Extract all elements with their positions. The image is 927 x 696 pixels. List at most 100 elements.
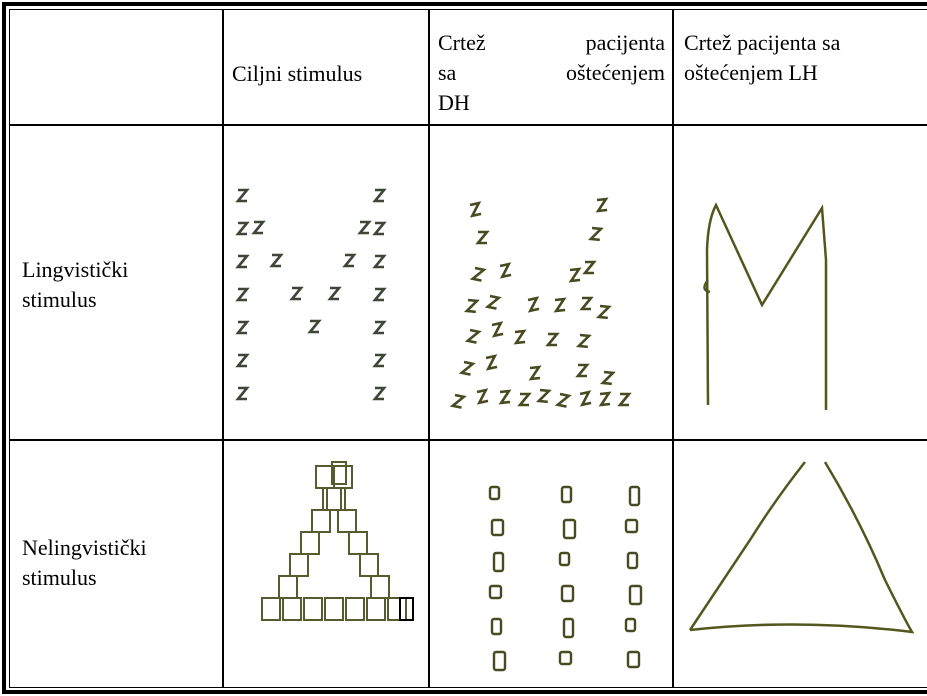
- stroke: [556, 392, 571, 408]
- stroke: [451, 393, 466, 409]
- stroke: [492, 650, 507, 672]
- stroke: [324, 597, 344, 621]
- rh-patient-letter-drawing: [451, 197, 631, 409]
- stroke: [518, 392, 531, 407]
- stroke: [290, 286, 303, 301]
- stroke: [460, 360, 475, 376]
- stroke: [399, 597, 414, 621]
- header-cell: oštećenjem LH: [684, 60, 818, 85]
- stroke: [528, 365, 542, 381]
- row-line: [9, 124, 927, 126]
- stroke: [558, 650, 573, 666]
- stroke: [498, 262, 513, 279]
- col-line: [428, 9, 430, 688]
- stroke: [300, 531, 320, 555]
- stroke: [471, 266, 486, 282]
- header-cell: Crtež pacijenta: [438, 30, 665, 55]
- stroke: [490, 321, 505, 338]
- stroke: [562, 518, 577, 540]
- stroke: [345, 597, 365, 621]
- rh-patient-shape-drawing: [488, 485, 643, 672]
- stroke: [475, 388, 490, 405]
- header-cell: Ciljni stimulus: [232, 61, 363, 86]
- stroke: [465, 298, 479, 314]
- frame-left: [2, 2, 6, 694]
- stroke: [490, 518, 505, 537]
- stroke: [577, 333, 591, 349]
- stroke: [252, 220, 265, 235]
- col-line: [222, 9, 224, 688]
- stroke: [558, 551, 571, 567]
- inner-top: [9, 9, 927, 10]
- stroke: [236, 386, 249, 401]
- stroke: [546, 332, 559, 347]
- stroke: [601, 370, 615, 386]
- stroke: [328, 286, 341, 301]
- stroke: [580, 296, 593, 311]
- stroke: [578, 390, 593, 407]
- stroke: [568, 267, 582, 283]
- stroke: [326, 487, 346, 511]
- stroke: [560, 584, 575, 603]
- stroke: [236, 353, 249, 368]
- stroke: [308, 319, 321, 334]
- stroke: [370, 575, 390, 599]
- stroke: [270, 253, 283, 268]
- stroke: [626, 551, 639, 570]
- stroke: [526, 296, 541, 313]
- stroke: [484, 354, 499, 371]
- stroke: [628, 584, 643, 606]
- stroke: [476, 230, 489, 245]
- stroke: [236, 287, 249, 302]
- stroke: [303, 597, 323, 621]
- stroke: [583, 260, 596, 275]
- stroke: [236, 320, 249, 335]
- stroke: [560, 485, 573, 504]
- stroke: [282, 597, 302, 621]
- stroke: [359, 553, 379, 577]
- target-letter-stimulus: [236, 188, 386, 401]
- stroke: [624, 617, 637, 633]
- stroke: [589, 226, 603, 242]
- stroke: [289, 553, 309, 577]
- stroke: [373, 254, 386, 269]
- stroke: [498, 389, 512, 405]
- stroke: [236, 254, 249, 269]
- row-label: stimulus: [22, 287, 97, 312]
- stroke: [628, 485, 641, 507]
- stroke: [513, 329, 527, 345]
- stroke: [358, 220, 371, 235]
- stroke: [488, 485, 501, 501]
- header-cell: Crtež pacijenta sa: [684, 30, 841, 55]
- stroke: [373, 386, 386, 401]
- header-cell: sa oštećenjem: [438, 60, 665, 85]
- stroke: [278, 575, 298, 599]
- lh-patient-letter-drawing: [703, 202, 828, 410]
- stroke: [387, 597, 407, 621]
- stroke: [553, 297, 567, 313]
- stroke: [466, 328, 481, 344]
- inner-left: [9, 9, 10, 688]
- stroke: [261, 597, 281, 621]
- frame-bottom: [2, 690, 927, 694]
- stroke: [311, 509, 331, 533]
- stroke: [373, 188, 386, 203]
- stroke: [488, 584, 503, 600]
- stroke: [331, 461, 347, 485]
- header-cell: DH: [438, 90, 470, 115]
- stroke: [598, 391, 612, 407]
- stroke: [348, 531, 368, 555]
- stroke: [492, 551, 505, 573]
- stroke: [315, 465, 335, 489]
- stroke: [595, 197, 609, 213]
- stroke: [626, 650, 641, 669]
- stroke: [337, 509, 357, 533]
- stroke: [597, 304, 611, 320]
- stroke: [562, 617, 575, 639]
- stroke: [343, 253, 356, 268]
- stroke: [486, 294, 501, 310]
- stroke: [624, 518, 639, 534]
- inner-bottom: [9, 687, 927, 688]
